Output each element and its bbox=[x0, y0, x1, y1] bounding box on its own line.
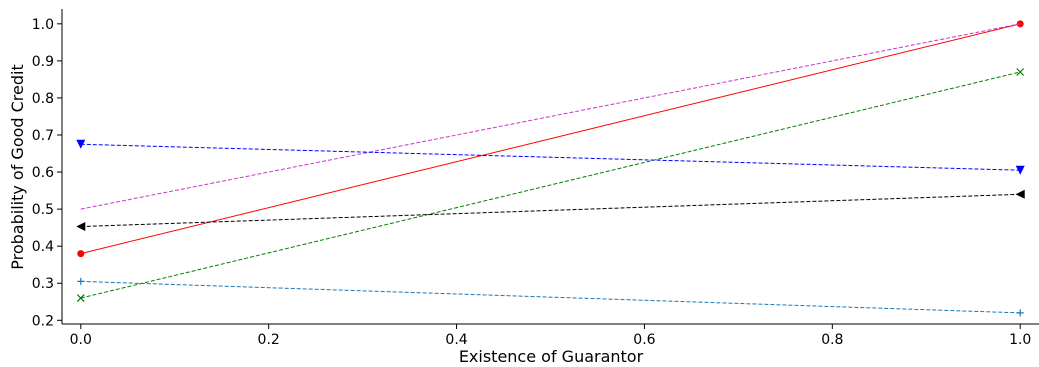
series-4-point-1 bbox=[1015, 189, 1025, 199]
x-tick-label: 1.0 bbox=[1009, 332, 1031, 348]
y-tick-label: 1.0 bbox=[32, 17, 54, 33]
series-0-point-0 bbox=[77, 250, 85, 258]
x-axis-label: Existence of Guarantor bbox=[459, 347, 644, 366]
y-tick-label: 0.3 bbox=[32, 276, 54, 292]
plot-series bbox=[76, 20, 1025, 317]
series-0-line bbox=[80, 23, 1021, 255]
y-tick-label: 0.7 bbox=[32, 128, 54, 144]
x-tick-label: 0.6 bbox=[633, 332, 655, 348]
x-tick-label: 0.4 bbox=[445, 332, 467, 348]
y-tick-label: 0.8 bbox=[32, 91, 54, 107]
series-2-line bbox=[80, 71, 1021, 299]
series-3-point-1 bbox=[1015, 165, 1025, 175]
series-5-point-0 bbox=[77, 277, 85, 285]
series-4-point-0 bbox=[76, 222, 86, 232]
series-5-line bbox=[80, 280, 1021, 314]
x-tick-label: 0.2 bbox=[258, 332, 280, 348]
x-tick-label: 0.0 bbox=[70, 332, 92, 348]
series-2-point-1 bbox=[1016, 68, 1025, 76]
y-axis-label: Probability of Good Credit bbox=[8, 64, 27, 270]
y-tick-label: 0.2 bbox=[32, 313, 54, 329]
series-3-line bbox=[80, 143, 1021, 171]
y-tick-label: 0.5 bbox=[32, 202, 54, 218]
y-tick-label: 0.9 bbox=[32, 54, 54, 70]
series-2-point-0 bbox=[76, 294, 85, 302]
series-3-point-0 bbox=[76, 139, 86, 149]
series-1-line bbox=[80, 23, 1021, 210]
x-ticks: 0.0 0.2 0.4 0.6 0.8 1.0 bbox=[70, 324, 1031, 348]
x-tick-label: 0.8 bbox=[821, 332, 843, 348]
series-0-point-1 bbox=[1016, 20, 1024, 28]
series-5-point-1 bbox=[1016, 309, 1024, 317]
y-tick-label: 0.6 bbox=[32, 165, 54, 181]
y-ticks: 0.2 0.3 0.4 0.5 0.6 0.7 0.8 0.9 1.0 bbox=[32, 17, 62, 329]
y-tick-label: 0.4 bbox=[32, 239, 54, 255]
series-4-line bbox=[80, 193, 1021, 228]
